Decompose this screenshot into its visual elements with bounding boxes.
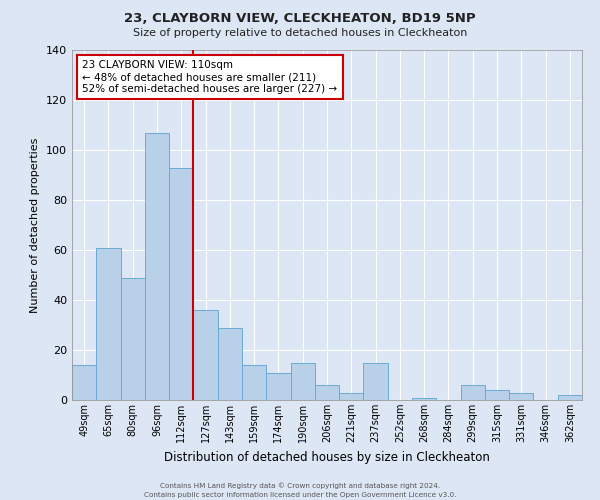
Bar: [121, 278, 145, 400]
Bar: [290, 362, 315, 400]
Y-axis label: Number of detached properties: Number of detached properties: [31, 138, 40, 312]
Text: 23 CLAYBORN VIEW: 110sqm
← 48% of detached houses are smaller (211)
52% of semi-: 23 CLAYBORN VIEW: 110sqm ← 48% of detach…: [82, 60, 337, 94]
Bar: [218, 328, 242, 400]
Text: Size of property relative to detached houses in Cleckheaton: Size of property relative to detached ho…: [133, 28, 467, 38]
Bar: [558, 395, 582, 400]
Text: Contains HM Land Registry data © Crown copyright and database right 2024.: Contains HM Land Registry data © Crown c…: [160, 482, 440, 489]
Bar: [242, 365, 266, 400]
X-axis label: Distribution of detached houses by size in Cleckheaton: Distribution of detached houses by size …: [164, 450, 490, 464]
Bar: [364, 362, 388, 400]
Text: 23, CLAYBORN VIEW, CLECKHEATON, BD19 5NP: 23, CLAYBORN VIEW, CLECKHEATON, BD19 5NP: [124, 12, 476, 26]
Text: Contains public sector information licensed under the Open Government Licence v3: Contains public sector information licen…: [144, 492, 456, 498]
Bar: [461, 385, 485, 400]
Bar: [145, 132, 169, 400]
Bar: [266, 372, 290, 400]
Bar: [96, 248, 121, 400]
Bar: [412, 398, 436, 400]
Bar: [169, 168, 193, 400]
Bar: [72, 365, 96, 400]
Bar: [509, 392, 533, 400]
Bar: [339, 392, 364, 400]
Bar: [485, 390, 509, 400]
Bar: [193, 310, 218, 400]
Bar: [315, 385, 339, 400]
